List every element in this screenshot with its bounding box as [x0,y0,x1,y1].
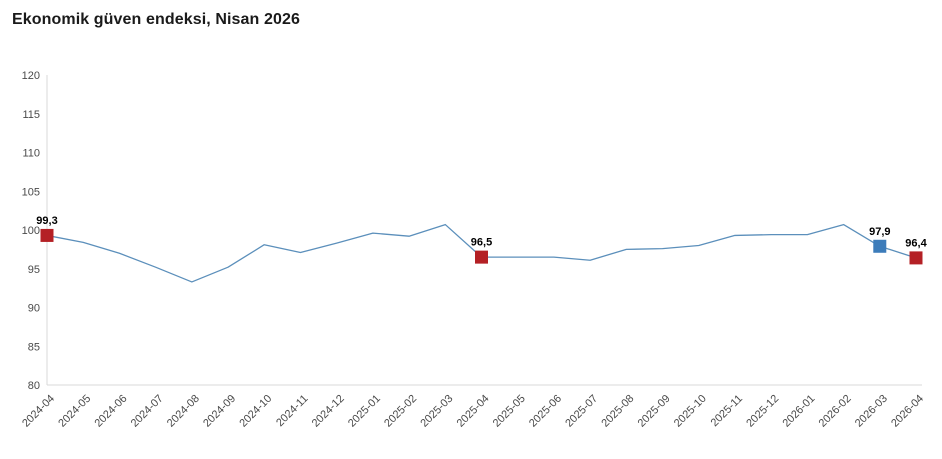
data-point-value-label: 96,5 [471,237,492,249]
x-axis-tick-label: 2026-04 [889,393,926,430]
x-axis-tick-label: 2025-04 [455,393,492,430]
x-axis-tick-label: 2025-09 [636,393,673,430]
x-axis-tick-label: 2025-05 [491,393,528,430]
x-axis-tick-label: 2025-02 [382,393,419,430]
y-axis-tick-label: 85 [28,341,40,353]
data-point-marker[interactable] [475,250,488,264]
x-axis-tick-label: 2024-05 [56,393,93,430]
x-axis-tick-label: 2024-04 [20,393,57,430]
x-axis-tick-label: 2025-01 [346,393,383,430]
x-axis-tick-label: 2024-10 [237,393,274,430]
x-axis-tick-label: 2025-12 [744,393,781,430]
data-point-marker[interactable] [873,239,887,253]
y-axis-tick-label: 115 [22,109,40,121]
y-axis-tick-label: 105 [22,186,40,198]
x-axis-tick-label: 2025-03 [418,393,455,430]
x-axis-tick-label: 2025-08 [599,393,636,430]
x-axis-tick-label: 2024-09 [201,393,238,430]
data-point-value-label: 96,4 [905,237,927,249]
x-axis-tick-label: 2025-06 [527,393,564,430]
x-axis-tick-label: 2024-08 [165,393,202,430]
data-point-marker[interactable] [40,228,54,242]
x-axis-tick-label: 2026-02 [817,393,854,430]
y-axis-tick-label: 90 [28,303,40,315]
y-axis-tick-label: 80 [28,380,40,392]
chart-title: Ekonomik güven endeksi, Nisan 2026 [12,11,300,28]
x-axis-tick-label: 2024-06 [93,393,130,430]
y-axis-tick-label: 110 [22,148,40,160]
x-axis-tick-label: 2026-01 [780,393,817,430]
x-axis-tick-label: 2026-03 [853,393,890,430]
y-axis-tick-label: 120 [22,70,40,82]
y-axis-tick-label: 95 [28,264,40,276]
x-axis-tick-label: 2025-07 [563,393,600,430]
data-point-marker[interactable] [909,251,923,265]
data-point-value-label: 99,3 [36,215,57,227]
data-point-value-label: 97,9 [869,226,890,238]
x-axis-tick-label: 2025-10 [672,393,709,430]
x-axis-tick-label: 2025-11 [709,393,745,429]
y-axis-tick-label: 100 [22,225,40,237]
x-axis-tick-label: 2024-07 [129,393,166,430]
x-axis-tick-label: 2024-11 [274,393,310,429]
x-axis-tick-label: 2024-12 [310,393,347,430]
